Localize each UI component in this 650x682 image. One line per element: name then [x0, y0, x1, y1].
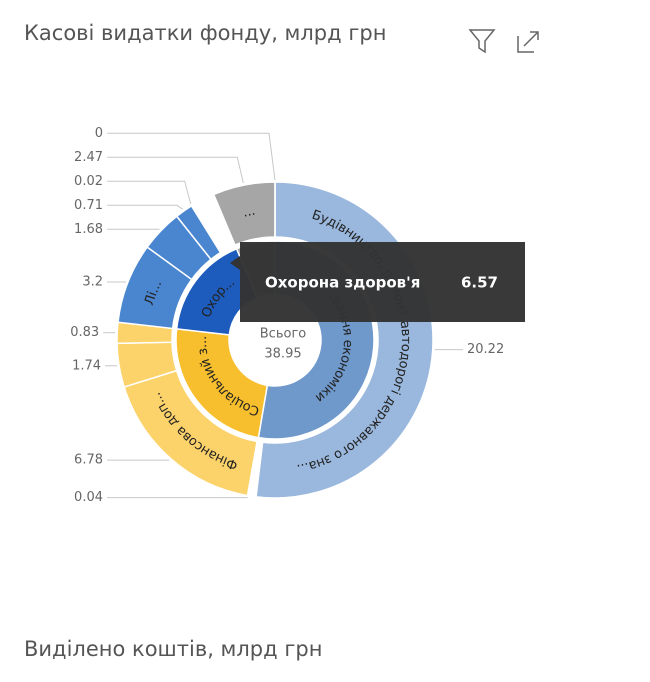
leader-line [107, 156, 244, 184]
value-label: 0.04 [74, 490, 103, 505]
focus-mode-icon[interactable] [517, 31, 539, 53]
filter-shape [468, 29, 496, 54]
segment-label-text: ... [241, 203, 256, 220]
tooltip-value: 6.57 [461, 274, 498, 292]
value-label: 1.68 [74, 222, 103, 237]
value-label: 0.02 [74, 174, 103, 189]
value-label: 6.78 [74, 453, 103, 468]
focus-shape [517, 31, 539, 53]
footer-title: Виділено коштів, млрд грн [24, 637, 322, 661]
value-label: 0.71 [74, 198, 103, 213]
value-label: 2.47 [74, 150, 103, 165]
value-label: 20.22 [467, 342, 504, 357]
leader-line [107, 204, 184, 210]
tooltip [240, 242, 525, 322]
value-label: 1.74 [72, 358, 101, 373]
outer-segment [190, 204, 222, 254]
leader-line [107, 180, 192, 205]
center-label: Всього [260, 327, 307, 342]
filter-icon[interactable] [468, 29, 496, 54]
segment-label: ... [241, 203, 256, 220]
tooltip-name: Охорона здоров'я [265, 274, 420, 292]
value-label: 0.83 [70, 325, 99, 340]
tooltip-pointer [230, 256, 240, 270]
value-label: 0 [95, 126, 103, 141]
leader-line [107, 132, 276, 181]
center-value: 38.95 [264, 347, 301, 362]
value-label: 3.2 [82, 275, 103, 290]
inner-segment [175, 328, 269, 439]
chart-title: Касові видатки фонду, млрд грн [24, 21, 386, 45]
